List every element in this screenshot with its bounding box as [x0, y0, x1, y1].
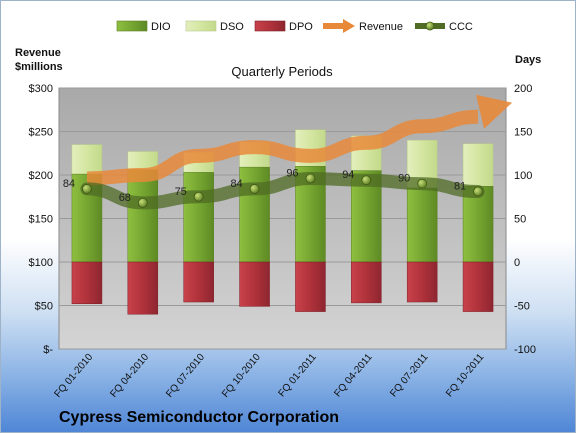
- y-left-tick-label: $100: [29, 257, 53, 269]
- x-tick-label: FQ 01-2010: [53, 352, 96, 400]
- ccc-data-label: 68: [119, 192, 131, 204]
- bar-dio: [183, 172, 214, 263]
- bar-dpo: [406, 261, 438, 303]
- revenue-arrowhead: [476, 94, 513, 129]
- x-tick-label: FQ 01-2011: [276, 352, 319, 400]
- bar-dpo: [127, 261, 159, 315]
- bar-dpo: [239, 261, 270, 307]
- chart-title: Quarterly Periods: [231, 64, 333, 79]
- ccc-data-label: 96: [286, 167, 298, 179]
- x-tick-label: FQ 07-2010: [164, 352, 207, 400]
- y-right-tick-label: 0: [514, 257, 520, 269]
- bar-dio: [239, 166, 270, 263]
- bar-dso: [71, 144, 103, 175]
- y-left-tick-label: $150: [29, 214, 53, 226]
- ccc-point: [249, 184, 260, 194]
- legend-label-dso: DSO: [220, 21, 244, 33]
- ccc-point: [137, 197, 148, 208]
- x-tick-label: FQ 10-2010: [220, 352, 263, 400]
- y-right-tick-label: -50: [514, 301, 530, 313]
- revenue-line: [86, 109, 479, 186]
- ccc-point: [473, 186, 483, 197]
- y-right-tick-label: 200: [514, 83, 532, 95]
- legend-swatch-dso: [185, 20, 217, 32]
- legend-swatch-dio: [116, 20, 148, 32]
- ccc-point: [193, 191, 204, 202]
- y-right-tick-label: 100: [514, 170, 532, 182]
- bar-dio: [462, 186, 494, 263]
- x-tick-label: FQ 04-2010: [108, 352, 151, 400]
- y-right-tick-label: -100: [514, 344, 536, 356]
- y-left-tick-label: $50: [35, 301, 53, 313]
- ccc-data-label: 94: [342, 169, 354, 181]
- bar-dio: [406, 187, 438, 263]
- y-left-tick-label: $-: [43, 344, 53, 356]
- legend-dot-ccc: [425, 21, 435, 31]
- legend-swatch-dpo: [254, 20, 286, 32]
- ccc-data-label: 81: [454, 181, 466, 193]
- bar-dio: [127, 169, 159, 263]
- ccc-point: [361, 175, 372, 186]
- bar-dpo: [183, 261, 214, 303]
- y-left-axis-label-line2: $millions: [15, 61, 63, 73]
- bar-dpo: [351, 261, 382, 304]
- ccc-point: [82, 184, 92, 194]
- x-tick-label: FQ 10-2011: [444, 352, 487, 400]
- y-left-tick-label: $300: [29, 83, 53, 95]
- bar-dpo: [295, 261, 326, 312]
- x-tick-label: FQ 07-2011: [388, 352, 431, 400]
- ccc-data-label: 84: [230, 178, 242, 190]
- bar-dpo: [71, 261, 103, 305]
- y-right-tick-label: 150: [514, 127, 532, 139]
- legend-label-dio: DIO: [151, 21, 171, 33]
- company-name: Cypress Semiconductor Corporation: [59, 409, 339, 426]
- x-tick-label: FQ 04-2011: [332, 352, 375, 400]
- ccc-data-label: 75: [175, 186, 187, 198]
- ccc-point: [305, 173, 316, 184]
- y-right-axis-label: Days: [515, 54, 541, 66]
- bar-dso: [462, 143, 494, 187]
- y-left-tick-label: $250: [29, 127, 53, 139]
- y-left-tick-label: $200: [29, 170, 53, 182]
- legend-label-revenue: Revenue: [359, 21, 403, 33]
- ccc-point: [417, 178, 428, 189]
- bar-dpo: [462, 261, 494, 312]
- y-right-tick-label: 50: [514, 214, 526, 226]
- y-left-axis-label-line1: Revenue: [15, 47, 61, 59]
- legend-label-dpo: DPO: [289, 21, 313, 33]
- ccc-data-label: 90: [398, 173, 410, 185]
- ccc-data-label: 84: [63, 178, 75, 190]
- legend-label-ccc: CCC: [449, 21, 473, 33]
- legend-arrowhead-revenue: [343, 19, 355, 33]
